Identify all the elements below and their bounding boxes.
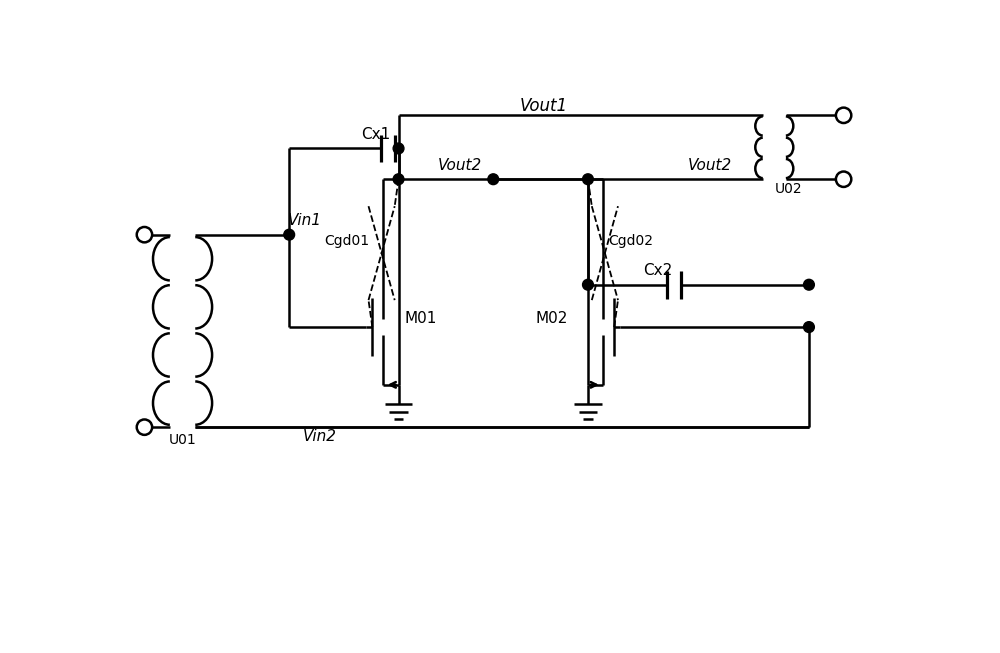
Circle shape bbox=[393, 143, 404, 154]
Circle shape bbox=[284, 229, 295, 240]
Circle shape bbox=[393, 174, 404, 185]
Text: Vout2: Vout2 bbox=[688, 158, 732, 173]
Text: Vout2: Vout2 bbox=[437, 158, 482, 173]
Text: Cgd02: Cgd02 bbox=[608, 234, 653, 248]
Text: M01: M01 bbox=[405, 311, 437, 326]
Circle shape bbox=[583, 174, 593, 185]
Text: Vin2: Vin2 bbox=[303, 429, 337, 444]
Text: Cx1: Cx1 bbox=[361, 127, 390, 142]
Circle shape bbox=[804, 322, 814, 332]
Text: Cx2: Cx2 bbox=[643, 263, 673, 278]
Text: Vout1: Vout1 bbox=[519, 97, 567, 115]
Circle shape bbox=[583, 279, 593, 290]
Text: M02: M02 bbox=[536, 311, 568, 326]
Circle shape bbox=[804, 279, 814, 290]
Text: Vin1: Vin1 bbox=[288, 214, 322, 229]
Text: Cgd01: Cgd01 bbox=[324, 234, 369, 248]
Text: U02: U02 bbox=[774, 182, 802, 196]
Circle shape bbox=[488, 174, 499, 185]
Text: U01: U01 bbox=[169, 433, 197, 447]
